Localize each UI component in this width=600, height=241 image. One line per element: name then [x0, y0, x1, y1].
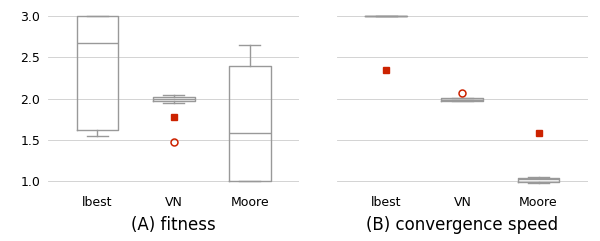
X-axis label: (B) convergence speed: (B) convergence speed [367, 215, 559, 234]
X-axis label: (A) fitness: (A) fitness [131, 215, 216, 234]
